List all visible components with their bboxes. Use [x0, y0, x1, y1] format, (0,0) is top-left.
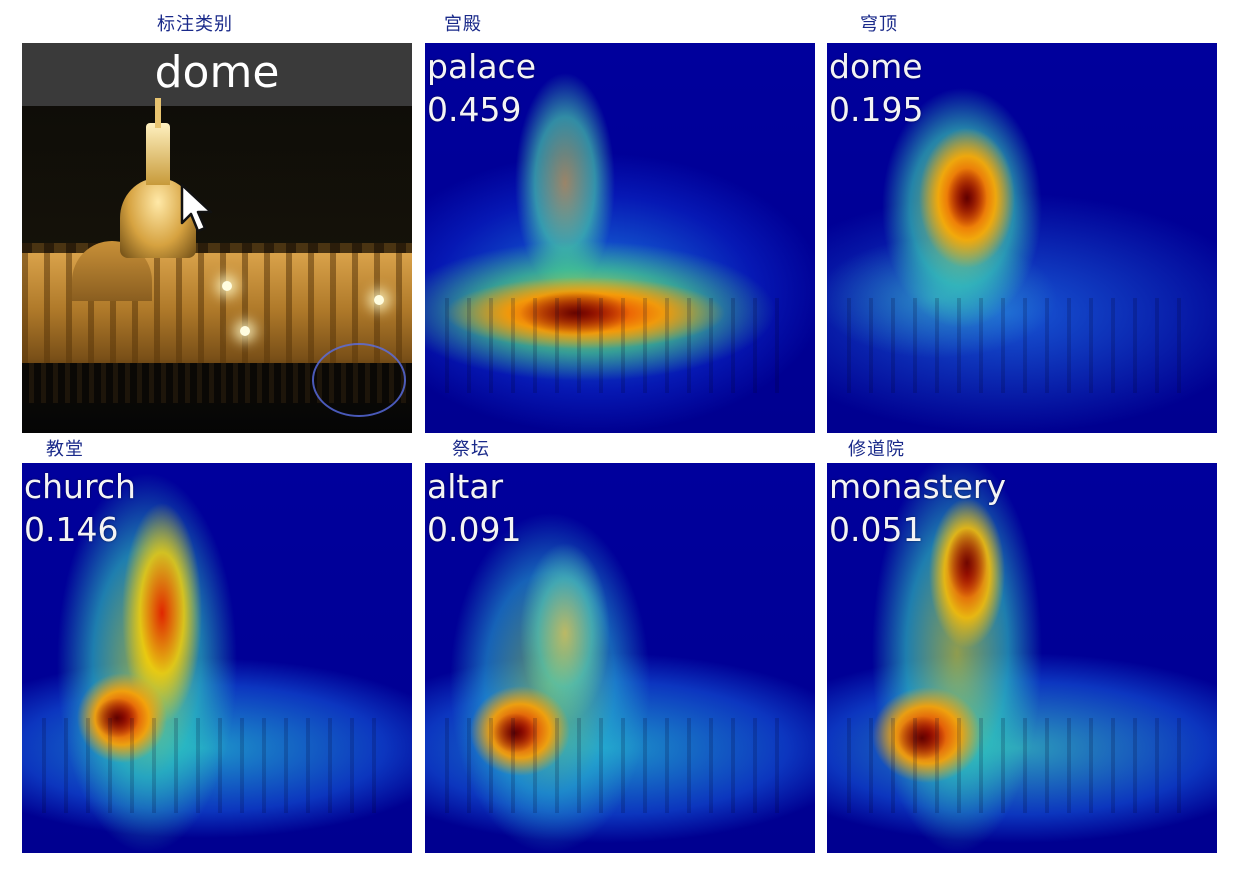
caption-dome: 穹顶 — [860, 14, 898, 35]
heatmap-dome: dome 0.195 — [827, 43, 1217, 433]
street-lamp — [222, 281, 232, 291]
dome-lantern — [146, 123, 170, 185]
prediction-label: palace 0.459 — [427, 45, 536, 131]
heatmap-overlay — [425, 463, 815, 853]
heatmap-altar: altar 0.091 — [425, 463, 815, 853]
class-name: palace — [427, 47, 537, 86]
street-lamp — [240, 326, 250, 336]
caption-altar: 祭坛 — [452, 439, 490, 460]
class-score: 0.195 — [829, 90, 924, 129]
class-score: 0.051 — [829, 510, 924, 549]
heatmap-monastery: monastery 0.051 — [827, 463, 1217, 853]
heatmap-overlay — [425, 43, 815, 433]
class-name: dome — [829, 47, 923, 86]
heatmap-overlay — [22, 463, 412, 853]
ground-truth-image: dome — [22, 43, 412, 433]
prediction-label: dome 0.195 — [829, 45, 923, 131]
class-name: monastery — [829, 467, 1007, 506]
class-name: altar — [427, 467, 504, 506]
ground-truth-label: dome — [22, 43, 412, 106]
prediction-label: church 0.146 — [24, 465, 136, 551]
caption-palace: 宫殿 — [444, 14, 482, 35]
class-score: 0.146 — [24, 510, 119, 549]
class-name: church — [24, 467, 136, 506]
heatmap-overlay — [827, 43, 1217, 433]
mouse-pointer-icon — [180, 183, 213, 233]
heatmap-overlay — [827, 463, 1217, 853]
caption-monastery: 修道院 — [848, 439, 905, 460]
caption-ground-truth: 标注类别 — [157, 14, 233, 35]
class-score: 0.459 — [427, 90, 522, 129]
prediction-label: altar 0.091 — [427, 465, 521, 551]
caption-church: 教堂 — [46, 439, 84, 460]
heatmap-church: church 0.146 — [22, 463, 412, 853]
street-lamp — [374, 295, 384, 305]
prediction-label: monastery 0.051 — [829, 465, 1006, 551]
class-score: 0.091 — [427, 510, 522, 549]
dome-spire — [155, 98, 161, 128]
heatmap-palace: palace 0.459 — [425, 43, 815, 433]
watermark-stamp — [312, 343, 406, 417]
